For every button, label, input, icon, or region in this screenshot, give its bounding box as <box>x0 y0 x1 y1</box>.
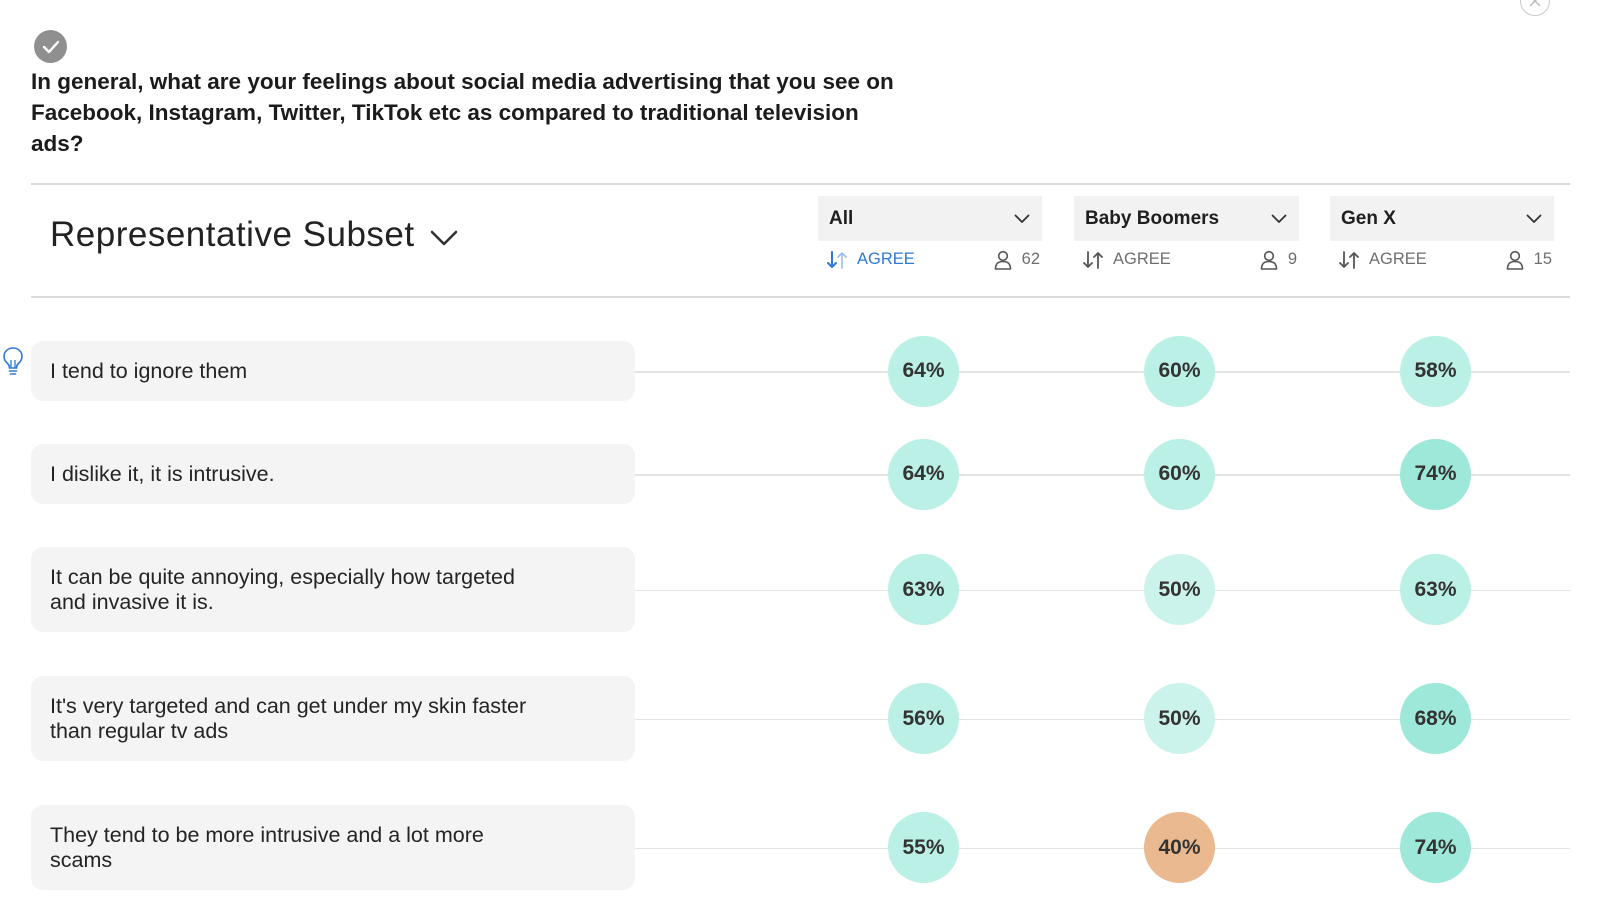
value-bubble-gen-x[interactable]: 58% <box>1400 335 1471 407</box>
sort-icon <box>1083 250 1103 269</box>
value-bubble-all[interactable]: 55% <box>888 812 959 883</box>
header-divider <box>31 296 1570 298</box>
question-title: In general, what are your feelings about… <box>31 66 931 159</box>
question-line-2: Facebook, Instagram, Twitter, TikTok etc… <box>31 100 859 125</box>
chevron-down-icon <box>1014 214 1030 223</box>
value-bubble-baby-boomers[interactable]: 50% <box>1144 554 1215 625</box>
question-line-3: ads? <box>31 131 84 156</box>
answer-text-line-1: I tend to ignore them <box>50 358 248 383</box>
value-bubble-gen-x[interactable]: 68% <box>1400 683 1471 754</box>
answer-text-line-1: It can be quite annoying, especially how… <box>50 564 515 589</box>
segment-name: All <box>829 207 854 229</box>
answer-row: It's very targeted and can get under my … <box>31 676 1570 761</box>
sort-agree-button[interactable]: AGREE <box>825 250 915 269</box>
segment-select-gen-x[interactable]: Gen X <box>1330 196 1554 241</box>
count-value: 62 <box>1021 250 1040 268</box>
respondent-count: 62 <box>994 250 1040 270</box>
sort-icon <box>1339 250 1359 269</box>
value-bubble-all[interactable]: 64% <box>888 335 959 407</box>
segment-name: Gen X <box>1341 207 1396 229</box>
answer-text-line-2: than regular tv ads <box>50 718 229 743</box>
answer-row: They tend to be more intrusive and a lot… <box>31 805 1570 890</box>
value-bubble-baby-boomers[interactable]: 40% <box>1144 812 1215 883</box>
answer-text-line-2: scams <box>50 847 113 872</box>
answer-text: They tend to be more intrusive and a lot… <box>31 805 635 890</box>
person-icon <box>994 250 1011 270</box>
respondent-count: 15 <box>1506 250 1552 270</box>
answer-row: It can be quite annoying, especially how… <box>31 547 1570 632</box>
value-bubble-baby-boomers[interactable]: 60% <box>1144 438 1215 510</box>
row-guide-line <box>631 371 1570 373</box>
question-line-1: In general, what are your feelings about… <box>31 69 894 94</box>
respondent-count: 9 <box>1260 250 1297 270</box>
sort-agree-button[interactable]: AGREE <box>1337 250 1427 269</box>
close-icon <box>1529 0 1541 7</box>
answer-row: I tend to ignore them 64% 60% 58% <box>31 335 1570 407</box>
segment-select-baby-boomers[interactable]: Baby Boomers <box>1074 196 1299 241</box>
subset-label: Representative Subset <box>50 215 415 254</box>
answer-text: It's very targeted and can get under my … <box>31 676 635 761</box>
segment-header-all: All AGREE 62 <box>818 196 1042 278</box>
row-guide-line <box>631 589 1570 591</box>
chevron-down-icon <box>430 230 457 246</box>
person-icon <box>1506 250 1523 270</box>
segment-select-all[interactable]: All <box>818 196 1042 241</box>
close-button[interactable] <box>1520 0 1550 16</box>
count-value: 9 <box>1287 250 1297 268</box>
sort-icon <box>827 250 847 269</box>
row-guide-line <box>631 718 1570 720</box>
segment-name: Baby Boomers <box>1085 207 1220 229</box>
count-value: 15 <box>1533 250 1552 268</box>
segment-meta: AGREE 62 <box>818 241 1042 278</box>
subset-dropdown[interactable]: Representative Subset <box>50 215 459 255</box>
answer-text-line-2: and invasive it is. <box>50 589 214 614</box>
answer-text: It can be quite annoying, especially how… <box>31 547 635 632</box>
value-bubble-baby-boomers[interactable]: 50% <box>1144 683 1215 754</box>
answer-text-line-1: I dislike it, it is intrusive. <box>50 461 275 486</box>
segment-meta: AGREE 9 <box>1074 241 1299 278</box>
segment-header-gen-x: Gen X AGREE 15 <box>1330 196 1554 278</box>
answer-text: I dislike it, it is intrusive. <box>31 444 635 504</box>
row-guide-line <box>631 847 1570 849</box>
top-divider <box>31 183 1570 185</box>
answer-text-line-1: It's very targeted and can get under my … <box>50 693 527 718</box>
answer-row: I dislike it, it is intrusive. 64% 60% 7… <box>31 438 1570 510</box>
value-bubble-gen-x[interactable]: 63% <box>1400 554 1471 625</box>
segment-meta: AGREE 15 <box>1330 241 1554 278</box>
check-icon <box>34 30 67 63</box>
value-bubble-all[interactable]: 56% <box>888 683 959 754</box>
chevron-down-icon <box>1526 214 1542 223</box>
value-bubble-gen-x[interactable]: 74% <box>1400 438 1471 510</box>
segment-header-baby-boomers: Baby Boomers AGREE 9 <box>1074 196 1299 278</box>
lightbulb-icon[interactable] <box>2 346 24 378</box>
chevron-down-icon <box>1271 214 1287 223</box>
person-icon <box>1260 250 1278 270</box>
value-bubble-gen-x[interactable]: 74% <box>1400 812 1471 883</box>
value-bubble-all[interactable]: 64% <box>888 438 959 510</box>
sort-label: AGREE <box>1369 250 1427 268</box>
value-bubble-all[interactable]: 63% <box>888 554 959 625</box>
sort-label: AGREE <box>857 250 915 268</box>
sort-agree-button[interactable]: AGREE <box>1081 250 1171 269</box>
row-guide-line <box>631 474 1570 476</box>
answer-text: I tend to ignore them <box>31 341 635 401</box>
answer-text-line-1: They tend to be more intrusive and a lot… <box>50 822 484 847</box>
value-bubble-baby-boomers[interactable]: 60% <box>1144 335 1215 407</box>
sort-label: AGREE <box>1113 250 1171 268</box>
